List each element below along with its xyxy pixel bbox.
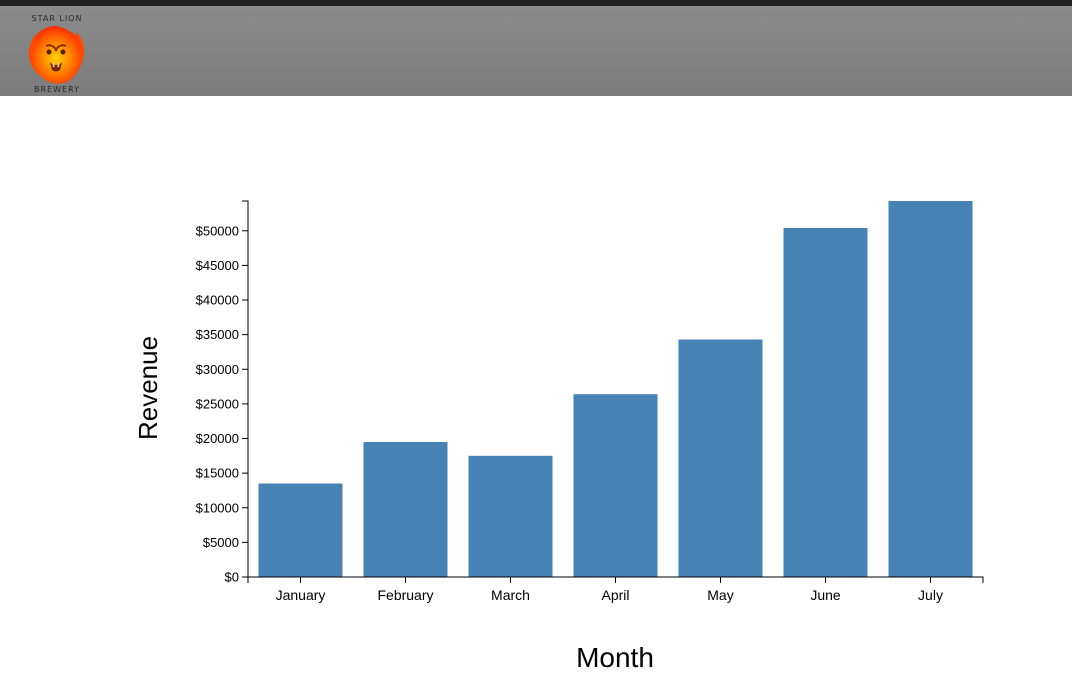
y-tick-label: $0 xyxy=(225,570,239,585)
x-axis: January February March April May June July xyxy=(247,576,984,603)
revenue-chart: $0 $5000 $10000 $15000 $20000 $25000 $30000 $35… xyxy=(0,96,1072,677)
window-top-strip xyxy=(0,0,1072,6)
bar-february xyxy=(363,442,448,577)
lion-head-logo-icon xyxy=(28,26,85,84)
y-tick-label: $45000 xyxy=(196,258,239,273)
x-tick-label: July xyxy=(918,587,943,603)
y-tick-label: $20000 xyxy=(196,431,239,446)
bar-group xyxy=(258,201,973,577)
y-tick-label: $35000 xyxy=(196,327,239,342)
site-header: STAR LION BREWERY xyxy=(0,6,1072,96)
y-axis: $0 $5000 $10000 $15000 $20000 $25000 $30000 $35… xyxy=(196,200,249,585)
x-axis-title: Month xyxy=(576,642,654,673)
x-tick-label: February xyxy=(377,587,433,603)
y-tick-label: $40000 xyxy=(196,293,239,308)
y-tick-label: $5000 xyxy=(203,535,239,550)
revenue-bar-chart: $0 $5000 $10000 $15000 $20000 $25000 $30000 $35… xyxy=(133,200,984,673)
x-tick-label: May xyxy=(707,587,733,603)
y-tick-label: $15000 xyxy=(196,466,239,481)
y-tick-label: $50000 xyxy=(196,223,239,238)
y-tick-label: $25000 xyxy=(196,396,239,411)
x-tick-label: April xyxy=(601,587,629,603)
bar-march xyxy=(468,455,553,577)
bar-january xyxy=(258,483,343,577)
x-tick-label: March xyxy=(491,587,530,603)
bar-april xyxy=(573,394,658,577)
y-tick-label: $10000 xyxy=(196,500,239,515)
bar-june xyxy=(783,228,868,577)
y-axis-line xyxy=(242,200,249,578)
x-tick-label: January xyxy=(276,587,326,603)
y-tick-label: $30000 xyxy=(196,362,239,377)
y-axis-title: Revenue xyxy=(133,336,163,440)
bar-july xyxy=(888,201,973,577)
logo-text-top: STAR LION xyxy=(31,14,83,23)
brand-logo[interactable]: STAR LION BREWERY xyxy=(22,12,92,96)
logo-text-bottom: BREWERY xyxy=(34,85,80,94)
bar-may xyxy=(678,339,763,577)
x-tick-label: June xyxy=(810,587,841,603)
